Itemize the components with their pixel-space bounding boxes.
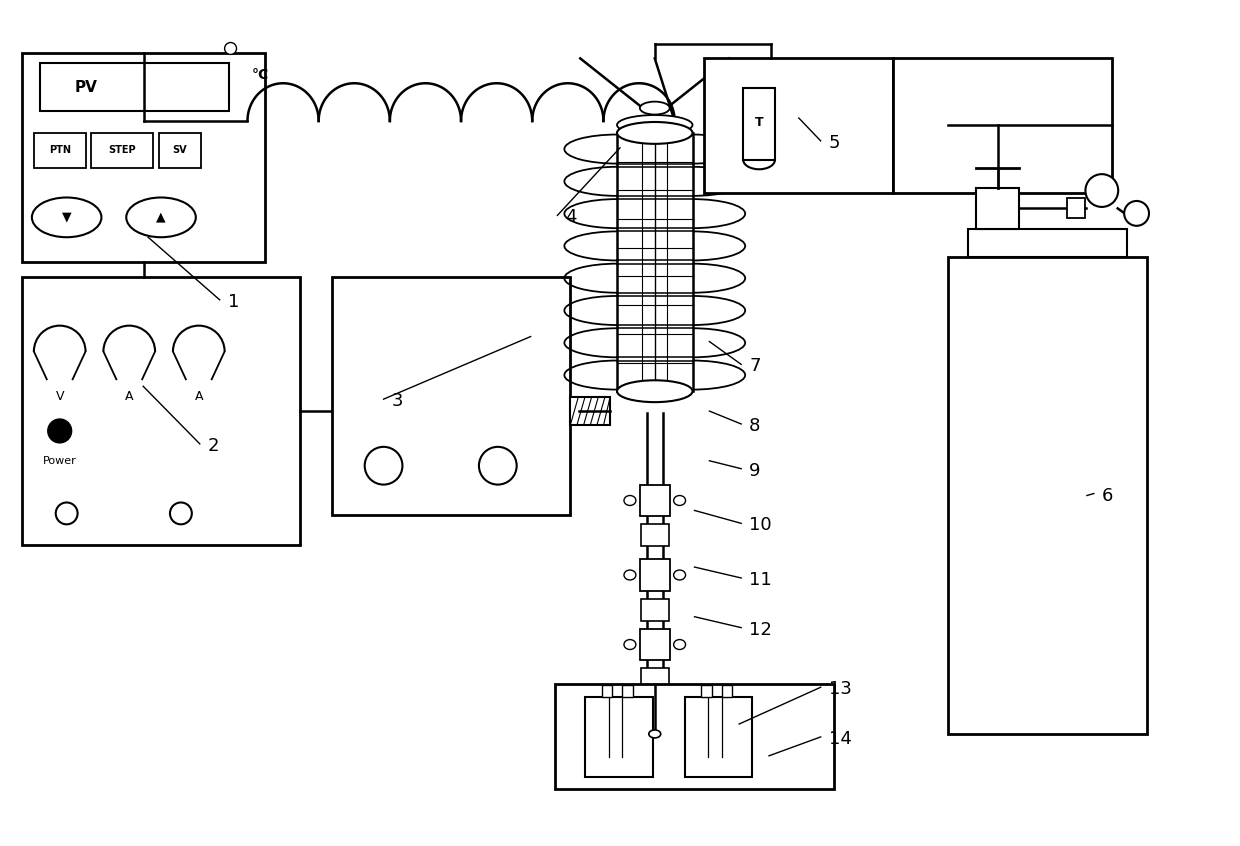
Bar xyxy=(722,685,732,697)
Text: 6: 6 xyxy=(1102,486,1114,504)
Ellipse shape xyxy=(673,570,686,580)
Ellipse shape xyxy=(618,122,692,144)
Text: ▲: ▲ xyxy=(156,211,166,224)
Text: PV: PV xyxy=(76,80,98,95)
Ellipse shape xyxy=(618,381,692,402)
Text: SV: SV xyxy=(172,146,187,156)
Bar xyxy=(556,684,833,788)
Text: ▼: ▼ xyxy=(62,211,72,224)
Bar xyxy=(684,697,753,777)
Ellipse shape xyxy=(624,496,636,505)
Bar xyxy=(33,133,86,168)
Text: A: A xyxy=(195,390,203,403)
Text: 11: 11 xyxy=(749,571,771,589)
Bar xyxy=(570,397,610,425)
Bar xyxy=(704,58,893,193)
Ellipse shape xyxy=(365,447,403,485)
Bar xyxy=(743,88,775,160)
Text: 9: 9 xyxy=(749,462,760,480)
Text: 12: 12 xyxy=(749,621,773,639)
Ellipse shape xyxy=(1085,174,1118,207)
Ellipse shape xyxy=(624,570,636,580)
Ellipse shape xyxy=(170,503,192,525)
Text: 2: 2 xyxy=(208,437,219,455)
Bar xyxy=(640,559,670,591)
Text: 4: 4 xyxy=(565,208,577,227)
Bar xyxy=(893,58,1112,193)
Bar xyxy=(22,53,265,262)
Bar xyxy=(22,277,300,545)
Text: °C: °C xyxy=(252,69,269,82)
Text: Power: Power xyxy=(43,456,77,466)
Ellipse shape xyxy=(1125,201,1149,226)
Ellipse shape xyxy=(673,496,686,505)
Text: V: V xyxy=(56,390,64,403)
Ellipse shape xyxy=(32,197,102,237)
Bar xyxy=(92,133,153,168)
Text: 3: 3 xyxy=(392,393,403,410)
Bar xyxy=(641,525,668,547)
Bar xyxy=(585,697,652,777)
Ellipse shape xyxy=(56,503,78,525)
Ellipse shape xyxy=(649,730,661,738)
Ellipse shape xyxy=(673,640,686,650)
Bar xyxy=(641,599,668,621)
Ellipse shape xyxy=(624,640,636,650)
Bar xyxy=(640,629,670,661)
Text: 13: 13 xyxy=(828,680,852,698)
Ellipse shape xyxy=(48,419,72,442)
Text: 5: 5 xyxy=(828,134,841,151)
Bar xyxy=(702,685,712,697)
Ellipse shape xyxy=(618,115,692,135)
Bar xyxy=(967,229,1127,257)
Text: 14: 14 xyxy=(828,730,852,748)
Text: PTN: PTN xyxy=(48,146,71,156)
Text: 8: 8 xyxy=(749,417,760,435)
Text: 10: 10 xyxy=(749,516,771,535)
Bar xyxy=(332,277,570,515)
Text: 7: 7 xyxy=(749,357,760,376)
Text: T: T xyxy=(755,117,764,129)
Text: STEP: STEP xyxy=(108,146,136,156)
Bar xyxy=(40,63,228,111)
Ellipse shape xyxy=(479,447,517,485)
Ellipse shape xyxy=(126,197,196,237)
Bar xyxy=(603,685,613,697)
Ellipse shape xyxy=(640,102,670,114)
Ellipse shape xyxy=(224,42,237,54)
Bar xyxy=(976,188,1019,229)
Bar xyxy=(1068,199,1085,218)
Bar xyxy=(159,133,201,168)
Bar xyxy=(622,685,632,697)
Text: 1: 1 xyxy=(228,293,239,310)
Bar xyxy=(947,257,1147,734)
Bar xyxy=(641,668,668,690)
Text: A: A xyxy=(125,390,134,403)
Bar xyxy=(640,485,670,516)
